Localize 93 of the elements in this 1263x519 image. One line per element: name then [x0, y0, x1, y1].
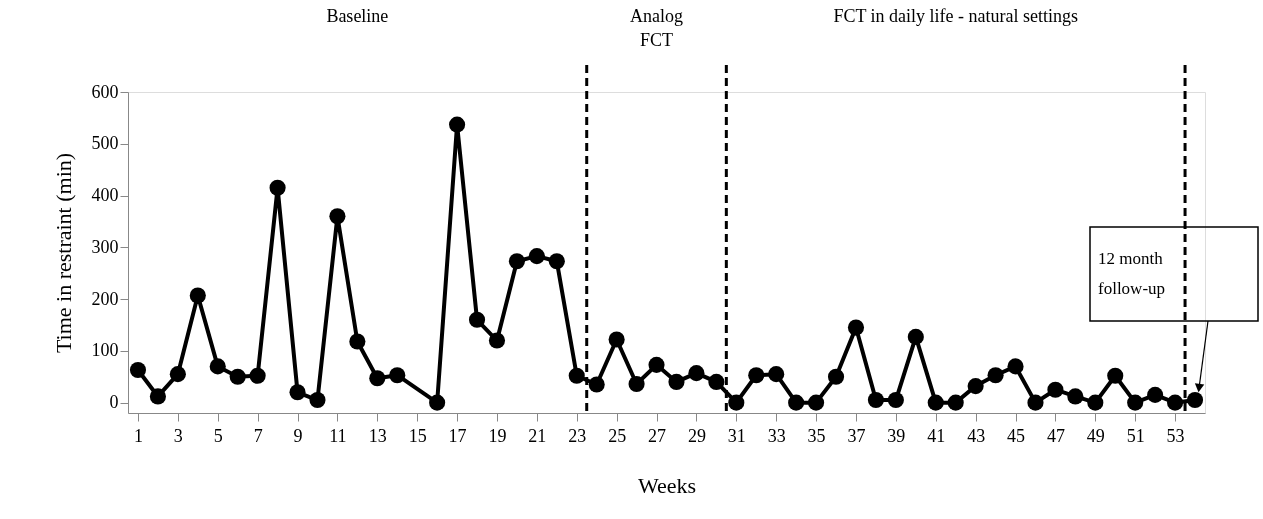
- point: [169, 366, 186, 383]
- point: [847, 319, 865, 336]
- point: [808, 394, 825, 411]
- x-tick-label: 23: [568, 425, 587, 446]
- point: [967, 378, 984, 395]
- point: [289, 384, 306, 401]
- x-tick-label: 51: [1126, 425, 1145, 446]
- text: Analog FCT: [630, 6, 684, 50]
- point: [608, 331, 625, 348]
- x-tick-label: 17: [448, 425, 467, 446]
- x-tick-label: 13: [368, 425, 387, 446]
- x-tick-label: 39: [887, 425, 906, 446]
- point: [628, 375, 645, 393]
- point: [1186, 392, 1204, 409]
- point: [548, 253, 565, 270]
- point: [429, 394, 446, 411]
- x-tick-label: 3: [173, 425, 183, 446]
- point: [1167, 394, 1184, 411]
- point: [768, 366, 785, 383]
- point: [309, 392, 326, 409]
- text: FCT in daily life - natural settings: [833, 6, 1079, 26]
- x-tick-label: 15: [408, 425, 427, 446]
- point: [249, 367, 266, 384]
- point: [648, 356, 665, 373]
- x-tick-label: 53: [1166, 425, 1185, 446]
- y-tick-label: 100: [91, 340, 119, 361]
- y-axis-title: Time in restraint (min): [50, 152, 76, 354]
- x-tick-label: 33: [767, 425, 786, 446]
- point: [1007, 358, 1024, 375]
- annotation: 12 month follow-up: [1098, 249, 1166, 298]
- x-tick-label: 25: [608, 425, 627, 446]
- y-tick-label: 400: [91, 185, 119, 206]
- point: [907, 328, 924, 345]
- point: [1127, 394, 1144, 411]
- point: [947, 394, 964, 411]
- point: [748, 367, 765, 384]
- point: [927, 394, 944, 411]
- x-tick-label: 31: [727, 425, 746, 446]
- point: [728, 394, 745, 411]
- x-tick-label: 21: [528, 425, 547, 446]
- x-tick-label: 1: [133, 425, 143, 446]
- point: [568, 367, 585, 384]
- point: [867, 392, 884, 409]
- x-tick-label: 45: [1007, 425, 1026, 446]
- point: [688, 365, 705, 382]
- point: [269, 179, 286, 196]
- y-tick-label: 500: [91, 133, 119, 154]
- y-tick-label: 0: [109, 392, 119, 413]
- x-tick-label: 35: [807, 425, 826, 446]
- point: [349, 333, 366, 350]
- point: [1027, 394, 1044, 411]
- point: [189, 287, 206, 304]
- point: [369, 370, 386, 387]
- point: [588, 376, 605, 393]
- y-tick-label: 300: [91, 236, 119, 257]
- x-tick-label: 11: [329, 425, 347, 446]
- x-tick-label: 7: [253, 425, 263, 446]
- x-tick-label: 43: [967, 425, 986, 446]
- y-tick-label: 600: [91, 81, 119, 102]
- x-tick-label: 29: [687, 425, 706, 446]
- point: [1147, 386, 1164, 403]
- x-tick-label: 47: [1046, 425, 1065, 446]
- point: [1047, 381, 1064, 398]
- x-tick-label: 37: [847, 425, 866, 446]
- x-tick-label: 19: [488, 425, 507, 446]
- point: [229, 368, 246, 385]
- point: [788, 394, 805, 411]
- text: Baseline: [326, 6, 389, 26]
- x-tick-label: 41: [927, 425, 946, 446]
- point: [1067, 388, 1084, 405]
- x-tick-label: 9: [293, 425, 303, 446]
- point: [449, 116, 466, 133]
- point: [1107, 367, 1124, 384]
- x-axis-title: Weeks: [637, 472, 697, 498]
- point: [468, 311, 486, 328]
- x-tick-label: 27: [648, 425, 667, 446]
- point: [329, 208, 346, 225]
- point: [887, 392, 904, 409]
- point: [827, 368, 845, 385]
- point: [708, 373, 725, 390]
- point: [668, 373, 685, 390]
- point: [209, 358, 226, 375]
- point: [488, 332, 506, 349]
- x-tick-label: 5: [213, 425, 223, 446]
- point: [987, 367, 1004, 384]
- x-tick-label: 49: [1086, 425, 1105, 446]
- point: [389, 367, 406, 384]
- y-tick-label: 200: [91, 288, 119, 309]
- point: [508, 253, 525, 270]
- point: [528, 248, 545, 265]
- point: [129, 361, 147, 379]
- point: [149, 388, 166, 405]
- point: [1087, 394, 1104, 411]
